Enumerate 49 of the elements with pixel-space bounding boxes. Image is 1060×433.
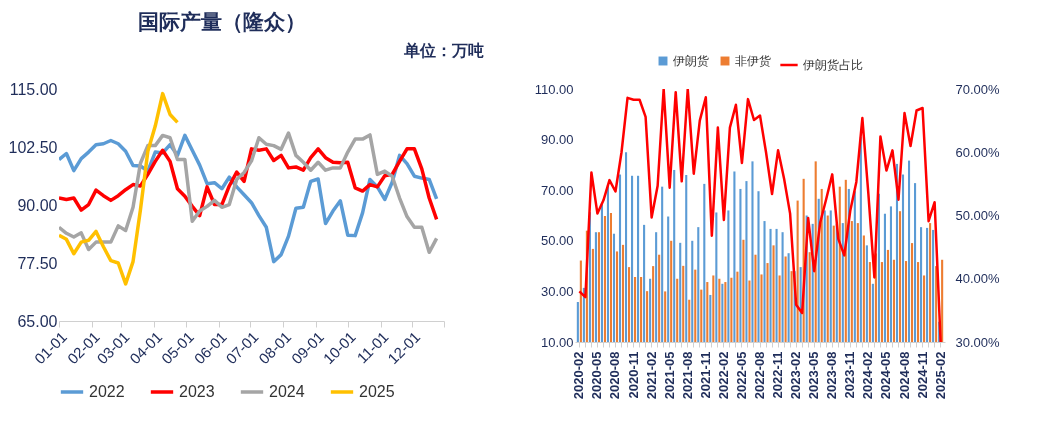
y-tick-label: 102.50 (8, 138, 58, 156)
legend-label: 非伊货 (735, 54, 771, 68)
text: 单位：万吨 (403, 42, 484, 59)
y-tick-label: 77.50 (17, 254, 58, 272)
y-tick-label: 90.00 (17, 196, 58, 214)
legend-label: 2024 (269, 383, 305, 400)
y-tick-label: 30.00 (540, 283, 574, 299)
x-tick-label: 2024-02 (860, 351, 876, 400)
legend-label: 2022 (89, 383, 125, 400)
x-tick-label: 2021-08 (679, 351, 695, 400)
y-tick-label: 110.00 (534, 81, 574, 97)
x-tick-label: 2024-05 (878, 351, 894, 400)
y2-tick-label: 40.00% (955, 271, 1001, 287)
line-series (59, 91, 180, 286)
x-tick-label: 2020-11 (625, 351, 641, 399)
chart-title: 国际产量（隆众） (137, 10, 306, 33)
x-tick-label: 2021-05 (661, 351, 677, 400)
x-tick-label: 2020-05 (589, 351, 605, 400)
x-tick-label: 2022-02 (715, 351, 731, 400)
y2-tick-label: 70.00% (955, 81, 1001, 97)
legend-label: 2025 (359, 383, 395, 400)
x-tick-label: 2021-02 (643, 351, 659, 400)
x-tick-label: 2024-11 (914, 351, 930, 399)
x-tick-label: 2023-11 (842, 351, 858, 399)
x-tick-label: 2022-11 (770, 351, 786, 399)
x-tick-label: 2022-08 (752, 351, 767, 400)
line-series (59, 147, 439, 222)
x-tick-label: 2025-02 (932, 351, 948, 400)
y-tick-label: 90.00 (540, 132, 574, 148)
legend-label: 伊朗货占比 (803, 58, 863, 72)
y2-tick-label: 50.00% (955, 208, 1001, 223)
y-tick-label: 115.00 (9, 80, 58, 98)
y-tick-label: 10.00 (540, 334, 574, 350)
x-tick-label: 2020-02 (571, 351, 587, 400)
x-tick-label: 2022-05 (733, 351, 749, 400)
y-tick-label: 70.00 (540, 182, 574, 198)
line-series (578, 89, 942, 342)
x-tick-label: 2023-05 (806, 351, 822, 400)
x-tick-label: 2021-11 (697, 351, 713, 399)
x-tick-label: 2020-08 (607, 351, 623, 400)
x-tick-label: 2023-02 (788, 351, 804, 400)
legend-label: 伊朗货 (673, 54, 709, 68)
y2-tick-label: 30.00% (955, 334, 1001, 350)
legend-label: 2023 (179, 383, 215, 400)
y-tick-label: 50.00 (540, 233, 574, 249)
x-tick-label: 2023-08 (824, 351, 840, 400)
y2-tick-label: 60.00% (955, 144, 1001, 160)
y-tick-label: 65.00 (17, 312, 58, 330)
x-tick-label: 2024-08 (896, 351, 912, 400)
